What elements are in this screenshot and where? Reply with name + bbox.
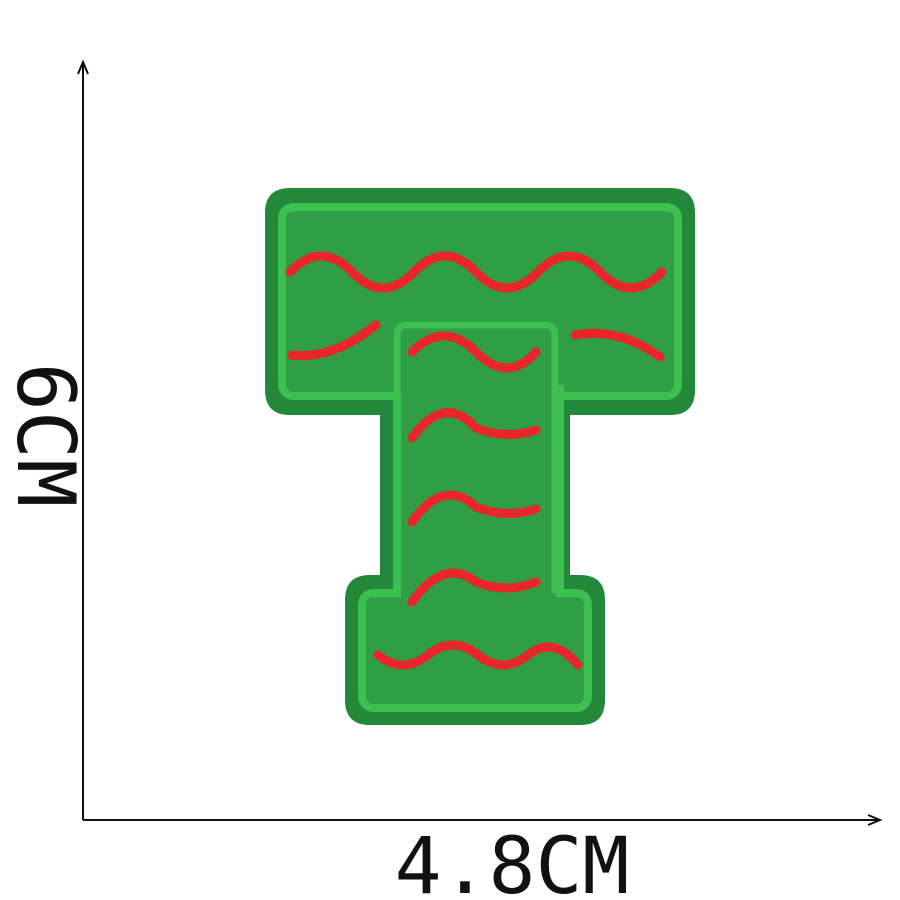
t-patch <box>265 188 695 725</box>
height-label: 6CM <box>0 363 92 508</box>
width-label: 4.8CM <box>395 822 630 900</box>
dimension-lines <box>77 59 883 826</box>
